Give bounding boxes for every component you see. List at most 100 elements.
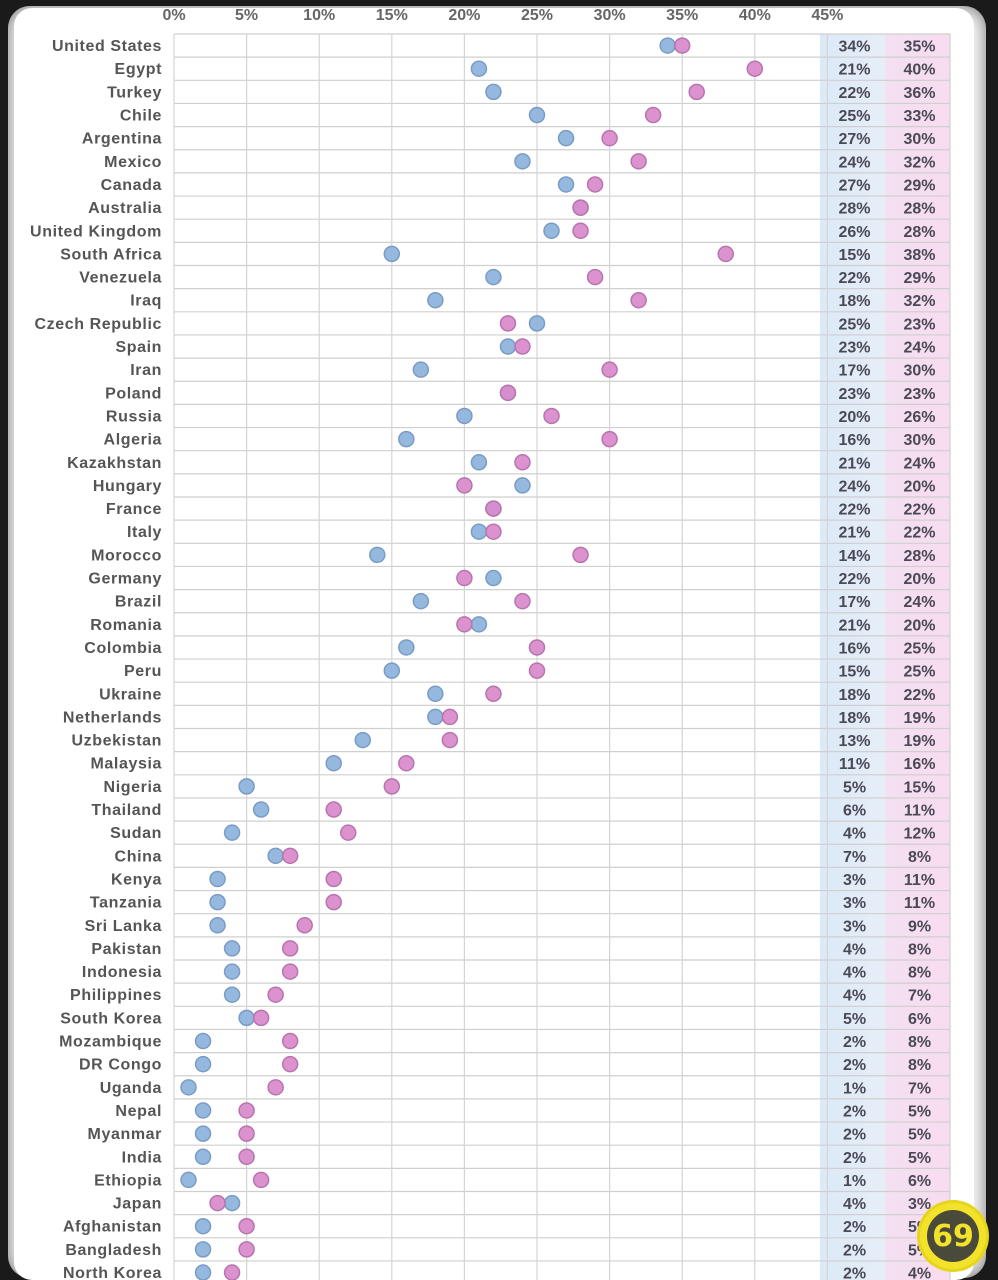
x-tick-label: 10% <box>303 7 335 24</box>
pink-dot <box>238 1241 255 1258</box>
country-label: Bangladesh <box>65 1242 162 1259</box>
pink-dot <box>630 291 647 309</box>
pink-value-label: 32% <box>903 293 935 310</box>
pink-dot <box>296 917 313 934</box>
blue-dot <box>543 222 560 240</box>
blue-value-label: 34% <box>838 39 870 56</box>
blue-value-label: 6% <box>843 803 866 820</box>
blue-value-label: 3% <box>843 895 866 912</box>
blue-value-label: 21% <box>838 617 870 634</box>
blue-value-label: 28% <box>838 201 870 218</box>
pink-value-label: 36% <box>903 85 935 102</box>
pink-value-label: 4% <box>908 1266 931 1280</box>
x-tick-label: 30% <box>594 7 626 24</box>
pink-dot <box>223 1264 241 1280</box>
pink-dot <box>514 592 531 610</box>
blue-value-label: 25% <box>838 108 870 125</box>
pink-value-label: 19% <box>903 710 935 727</box>
blue-dot <box>194 1102 212 1119</box>
pink-dot <box>499 384 517 402</box>
pink-dot <box>586 268 604 286</box>
pink-dot <box>281 847 299 865</box>
blue-dot <box>180 1171 197 1189</box>
pink-value-label: 32% <box>903 154 935 171</box>
blue-dot <box>557 129 575 147</box>
pink-value-label: 33% <box>903 108 935 125</box>
country-label: Turkey <box>107 84 162 101</box>
x-tick-label: 20% <box>448 7 480 24</box>
country-label: Egypt <box>115 61 163 78</box>
pink-dot <box>252 1171 270 1189</box>
blue-dot <box>223 824 241 841</box>
pink-value-label: 8% <box>908 1034 931 1051</box>
country-label: Afghanistan <box>63 1219 162 1236</box>
blue-value-label: 16% <box>838 640 870 657</box>
pink-value-label: 29% <box>903 177 935 194</box>
pink-value-label: 40% <box>903 62 935 79</box>
country-label: South Africa <box>60 246 162 263</box>
blue-value-label: 16% <box>838 432 870 449</box>
pink-dot <box>281 1055 299 1073</box>
blue-dot <box>252 801 270 818</box>
cancer-zodiac-icon: 69 <box>927 1210 979 1262</box>
pink-value-label: 22% <box>903 502 935 519</box>
blue-value-label: 21% <box>838 62 870 79</box>
pink-dot <box>601 361 618 378</box>
blue-value-label: 4% <box>843 988 866 1005</box>
country-label: Ukraine <box>99 686 162 703</box>
pink-dot <box>601 430 618 448</box>
country-label: Netherlands <box>63 709 162 726</box>
pink-dot <box>688 83 705 101</box>
blue-dot <box>470 454 488 471</box>
x-tick-label: 0% <box>162 7 185 24</box>
pink-dot <box>281 963 299 980</box>
pink-dot <box>528 639 546 656</box>
country-label: Brazil <box>115 594 162 611</box>
country-label: Mozambique <box>59 1034 162 1051</box>
country-label: Nepal <box>115 1103 162 1120</box>
pink-dot <box>325 801 342 818</box>
blue-dot <box>354 731 372 749</box>
pink-value-label: 11% <box>904 895 935 912</box>
blue-value-label: 2% <box>843 1057 866 1074</box>
pink-value-label: 22% <box>903 525 935 542</box>
country-label: France <box>106 501 162 518</box>
pink-dot <box>514 338 531 355</box>
pink-dot <box>209 1194 226 1212</box>
blue-value-label: 4% <box>843 1196 866 1213</box>
blue-dot <box>470 616 488 633</box>
blue-dot <box>427 685 444 703</box>
watermark-logo: 69 <box>920 1203 986 1269</box>
pink-value-label: 8% <box>908 965 931 982</box>
blue-dot <box>499 338 517 355</box>
pink-dot <box>514 454 531 471</box>
blue-value-label: 22% <box>838 85 870 102</box>
country-label: China <box>115 848 162 865</box>
pink-dot <box>572 222 589 240</box>
blue-dot <box>528 315 546 332</box>
pink-dot <box>441 708 459 726</box>
blue-value-label: 25% <box>838 316 870 333</box>
blue-value-label: 18% <box>838 687 870 704</box>
country-label: Sri Lanka <box>85 918 162 935</box>
pink-value-label: 28% <box>903 224 935 241</box>
country-label: Peru <box>124 663 162 680</box>
pink-value-label: 19% <box>903 733 935 750</box>
pink-value-label: 24% <box>903 340 935 357</box>
pink-dot <box>746 60 764 77</box>
country-label: Tanzania <box>90 895 162 912</box>
blue-dot <box>238 1009 255 1027</box>
country-label: Canada <box>101 177 162 194</box>
pink-value-label: 8% <box>908 941 931 958</box>
blue-dot <box>369 546 386 564</box>
blue-dot <box>427 291 444 309</box>
pink-dot <box>281 940 299 957</box>
pink-dot <box>383 778 401 795</box>
country-label: Malaysia <box>90 756 162 773</box>
blue-value-label: 13% <box>838 733 870 750</box>
pink-dot <box>456 569 473 587</box>
pink-value-label: 23% <box>903 316 935 333</box>
blue-dot <box>398 639 415 656</box>
x-tick-label: 45% <box>811 7 843 24</box>
pink-dot <box>572 199 589 216</box>
